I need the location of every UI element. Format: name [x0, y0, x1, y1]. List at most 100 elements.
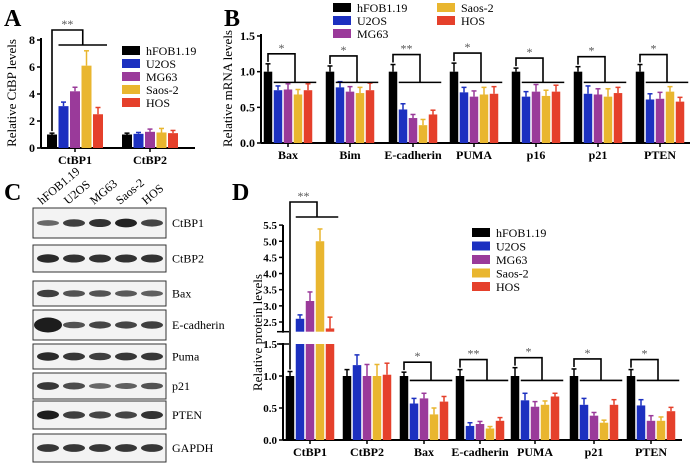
bar	[325, 71, 335, 143]
bar	[303, 90, 313, 143]
blot-band	[63, 254, 85, 263]
bar	[325, 328, 335, 332]
legend-swatch	[333, 16, 351, 25]
blot-band	[37, 254, 59, 263]
blot-band	[89, 411, 111, 419]
bar	[168, 133, 178, 148]
y-tick-label: 4	[29, 87, 35, 101]
legend-label: U2OS	[496, 240, 526, 254]
significance-bracket	[403, 361, 432, 381]
x-tick-label: Bax	[414, 445, 434, 459]
panel-label-b: B	[224, 6, 240, 32]
legend-label: Saos-2	[461, 1, 494, 15]
blot-band	[141, 410, 163, 420]
bar	[603, 96, 613, 143]
x-tick-label: p21	[589, 148, 608, 162]
y-tick-label: 1.5	[263, 339, 277, 351]
bar	[58, 106, 69, 148]
blot-band	[37, 444, 59, 452]
legend-swatch	[122, 85, 140, 94]
blot-band	[115, 352, 137, 361]
bar	[675, 101, 685, 143]
blot-band	[89, 290, 111, 297]
blot-band	[63, 321, 85, 329]
bar	[479, 94, 489, 143]
bar	[409, 403, 419, 440]
legend-swatch	[472, 255, 490, 264]
bar	[372, 376, 382, 440]
bar	[550, 396, 560, 440]
bar	[305, 301, 315, 332]
bar	[609, 404, 619, 440]
significance-bracket	[573, 358, 602, 381]
y-tick-label: 5.5	[263, 220, 277, 232]
bar	[428, 114, 438, 143]
y-tick-label: 0.0	[263, 435, 277, 447]
x-tick-label: CtBP1	[293, 445, 327, 459]
y-axis-label: Relative mRNA levels	[220, 30, 235, 147]
legend-label: MG63	[496, 253, 527, 267]
blot-band	[89, 383, 111, 389]
x-tick-label: CtBP2	[133, 153, 167, 167]
legend-swatch	[472, 228, 490, 237]
western-blot-c: hFOB1.19U2OSMG63Saos-2HOSCtBP1CtBP2BaxE-…	[32, 164, 225, 463]
bar	[459, 92, 469, 143]
blot-band	[63, 352, 85, 361]
bar	[599, 422, 609, 440]
bar	[133, 133, 144, 148]
significance-bracket	[639, 53, 668, 83]
significance-bracket	[577, 55, 606, 83]
significance-label: **	[401, 42, 413, 56]
legend-label: HOS	[146, 96, 170, 110]
bar	[335, 87, 345, 143]
bar	[469, 96, 479, 143]
axis-break	[277, 332, 289, 343]
bar	[295, 344, 305, 440]
legend-swatch	[437, 3, 455, 12]
y-tick-label: 1.5	[240, 29, 255, 43]
bar	[325, 344, 335, 440]
bar	[530, 406, 540, 440]
blot-band	[115, 383, 137, 389]
legend-label: MG63	[357, 27, 388, 41]
legend-swatch	[122, 98, 140, 107]
bar	[495, 420, 505, 440]
bar	[263, 71, 273, 143]
y-tick-label: 0.5	[240, 100, 255, 114]
bar	[489, 93, 499, 143]
y-axis-label: Relative protein levels	[250, 274, 265, 391]
blot-band	[63, 219, 85, 227]
legend-swatch	[122, 59, 140, 68]
legend-swatch	[333, 29, 351, 38]
y-tick-label: 0.5	[263, 403, 277, 415]
blot-row-label: PTEN	[172, 408, 202, 422]
significance-label: *	[415, 349, 421, 363]
significance-bracket	[51, 29, 84, 132]
legend-label: hFOB1.19	[496, 226, 546, 240]
bar	[273, 90, 283, 143]
legend-label: Saos-2	[496, 267, 529, 281]
blot-band	[115, 444, 137, 452]
significance-label: *	[279, 41, 285, 55]
blot-band	[89, 218, 111, 228]
blot-row-label: GAPDH	[172, 441, 214, 455]
bar	[81, 65, 92, 148]
blot-row-label: p21	[172, 379, 190, 393]
blot-band	[89, 352, 111, 361]
legend-swatch	[122, 72, 140, 81]
bar	[573, 71, 583, 143]
x-tick-label: E-cadherin	[384, 148, 442, 162]
bar	[551, 91, 561, 143]
bar	[665, 91, 675, 143]
lane-label: MG63	[87, 176, 120, 207]
bar	[355, 93, 365, 143]
bar	[449, 71, 459, 143]
bar	[521, 96, 531, 143]
blot-band	[115, 321, 137, 329]
y-tick-label: 1.0	[240, 65, 255, 79]
blot-band	[37, 220, 59, 226]
y-tick-label: 4.0	[263, 269, 277, 281]
significance-bracket	[289, 201, 318, 370]
legend-swatch	[333, 3, 351, 12]
bar	[408, 118, 418, 143]
